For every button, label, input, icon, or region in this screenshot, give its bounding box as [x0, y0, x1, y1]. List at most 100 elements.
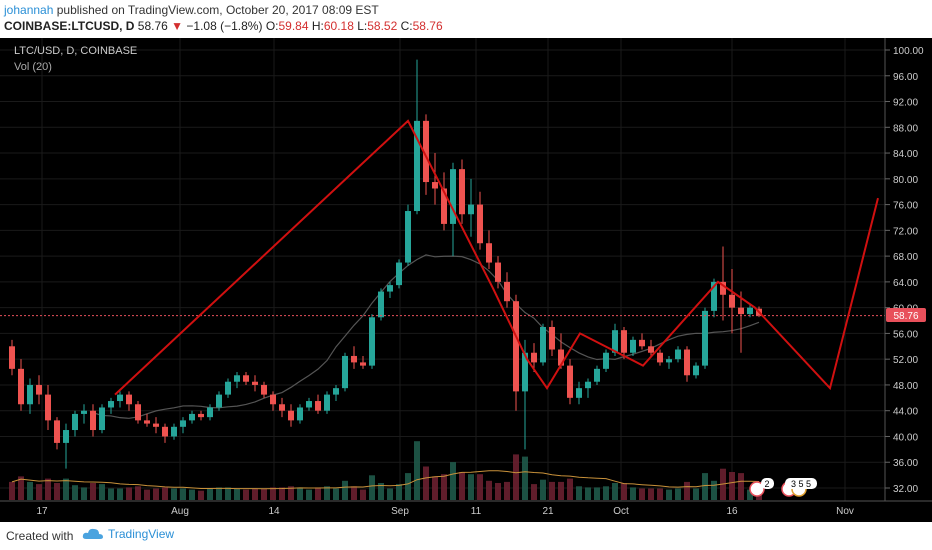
candle-body	[54, 420, 60, 443]
candle-body	[270, 394, 276, 405]
candle-body	[216, 394, 222, 408]
x-tick-label: 21	[542, 506, 554, 517]
volume-bar	[54, 483, 60, 500]
candle-body	[171, 426, 177, 437]
candle-body	[18, 368, 24, 405]
candle-body	[729, 294, 735, 308]
time-axis[interactable]: 17 Aug 14 Sep 11 21 Oct 16 Nov	[36, 506, 853, 517]
low-label: L:	[357, 19, 368, 33]
volume-bar	[333, 488, 339, 500]
volume-bar	[45, 478, 51, 500]
candle-body	[594, 368, 600, 382]
volume-bar	[225, 487, 231, 500]
high-value: 60.18	[323, 19, 354, 33]
volume-bar	[261, 488, 267, 500]
candle-body	[135, 404, 141, 421]
volume-bar	[459, 472, 465, 500]
volume-bar	[396, 484, 402, 500]
candle-body	[558, 349, 564, 366]
candle-body	[702, 310, 708, 366]
volume-bar	[675, 488, 681, 500]
candle-body	[549, 326, 555, 350]
y-tick-label: 52.00	[893, 355, 918, 366]
badge-bubble	[761, 478, 774, 489]
volume-bar	[378, 483, 384, 500]
candle-body	[414, 120, 420, 212]
candle-body	[432, 182, 438, 189]
volume-bar	[108, 488, 114, 500]
volume-bar	[207, 488, 213, 500]
event-badge-355[interactable]: 3 5 5	[781, 478, 817, 497]
y-tick-label: 56.00	[893, 329, 918, 340]
close-label: C:	[400, 19, 413, 33]
volume-bar	[702, 473, 708, 500]
candle-body	[207, 407, 213, 418]
candle-body	[36, 384, 42, 395]
volume-bar	[297, 487, 303, 500]
candle-body	[450, 169, 456, 224]
volume-bar	[594, 487, 600, 500]
y-tick-label: 64.00	[893, 278, 918, 289]
trendline-drawing[interactable]	[114, 119, 879, 396]
volume-bar	[171, 488, 177, 500]
y-tick-label: 92.00	[893, 98, 918, 109]
volume-bar	[18, 476, 24, 500]
volume-bar	[135, 486, 141, 500]
badge-bubble	[785, 478, 817, 489]
x-tick-label: Aug	[171, 506, 189, 517]
badge-count: 3 5 5	[791, 479, 811, 489]
down-triangle-icon: ▼	[171, 19, 184, 33]
price-axis[interactable]: 100.00 96.00 92.00 88.00 84.00 80.00 76.00 72.0…	[885, 46, 924, 495]
candle-body	[99, 407, 105, 431]
volume-bar	[441, 474, 447, 500]
candle-body	[72, 413, 78, 431]
y-tick-label: 80.00	[893, 175, 918, 186]
candle-body	[153, 423, 159, 427]
event-badge-2[interactable]: 2	[749, 478, 774, 497]
candle-body	[738, 307, 744, 315]
candle-body	[747, 307, 753, 315]
candle-body	[198, 413, 204, 418]
y-tick-label: 100.00	[893, 46, 924, 57]
volume-bar	[522, 456, 528, 500]
volume-bar	[504, 481, 510, 500]
volume-bar	[63, 478, 69, 500]
candle-body	[639, 339, 645, 347]
candle-body	[477, 204, 483, 244]
candle-body	[666, 359, 672, 363]
volume-bar	[549, 481, 555, 500]
x-tick-label: Oct	[613, 506, 629, 517]
volume-bar	[657, 488, 663, 500]
open-value: 59.84	[278, 19, 309, 33]
candle-body	[684, 349, 690, 376]
author-link[interactable]: johannah	[4, 3, 54, 17]
badge-count: 2	[764, 479, 769, 489]
volume-bar	[90, 483, 96, 500]
flag-icon	[749, 481, 765, 497]
volume-bar	[153, 488, 159, 500]
candle-body	[648, 346, 654, 353]
candle-body	[144, 420, 150, 424]
candle-body	[495, 262, 501, 282]
candle-body	[567, 365, 573, 398]
candle-body	[9, 346, 15, 369]
last-price: 58.76	[137, 19, 168, 33]
volume-bar	[387, 488, 393, 500]
x-tick-label: 16	[726, 506, 738, 517]
candlesticks	[9, 59, 762, 469]
volume-bar	[747, 489, 753, 500]
published-text: published on TradingView.com, October 20…	[56, 3, 379, 17]
candle-body	[351, 355, 357, 363]
tradingview-logo[interactable]: TradingView	[82, 527, 174, 541]
volume-bar	[603, 486, 609, 500]
volume-bar	[180, 488, 186, 500]
candle-body	[297, 407, 303, 421]
candle-body	[720, 281, 726, 295]
volume-bar	[198, 490, 204, 500]
candle-body	[387, 285, 393, 292]
candle-body	[504, 281, 510, 302]
x-tick-label: 11	[471, 506, 482, 517]
candle-body	[288, 410, 294, 421]
price-chart[interactable]: 100.00 96.00 92.00 88.00 84.00 80.00 76.00 72.0…	[0, 38, 932, 522]
volume-bar	[486, 480, 492, 500]
